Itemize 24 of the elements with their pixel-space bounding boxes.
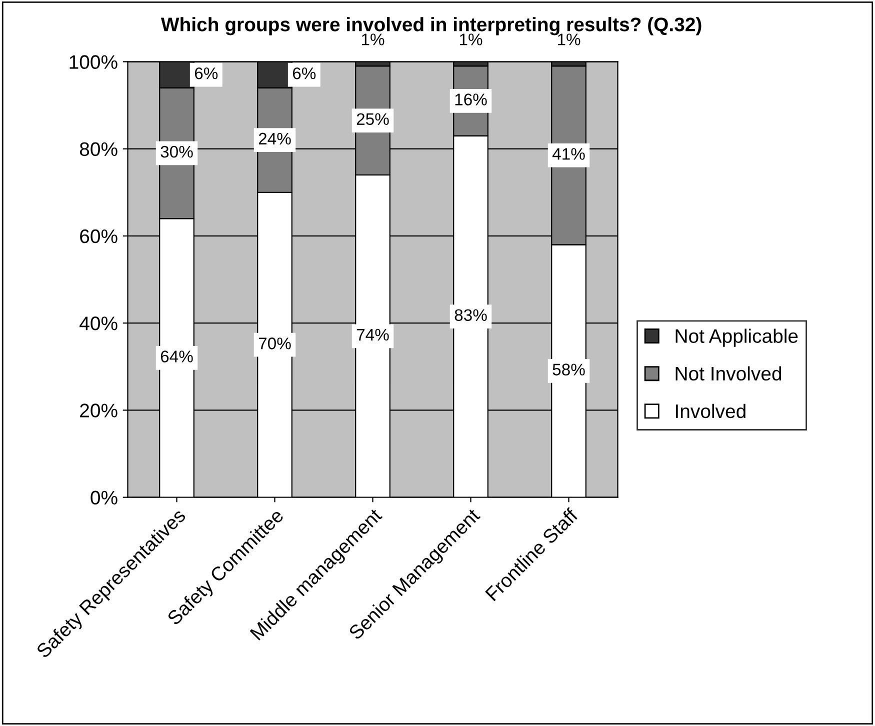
data-label: 6%	[194, 67, 218, 80]
legend-label: Not Involved	[676, 366, 782, 381]
data-label: 6%	[292, 67, 316, 80]
data-label: 1%	[558, 34, 580, 46]
y-tick-label: 100%	[70, 55, 118, 69]
data-label: 30%	[160, 146, 193, 158]
y-tick-label: 20%	[80, 404, 118, 418]
data-label: 1%	[362, 34, 384, 46]
y-tick-label: 80%	[80, 142, 118, 156]
data-label: 16%	[455, 94, 487, 106]
legend-label: Not Applicable	[676, 328, 798, 347]
data-label: 24%	[258, 132, 291, 145]
y-tick-label: 0%	[90, 490, 118, 505]
data-label: 25%	[356, 113, 389, 125]
y-tick-label: 40%	[80, 316, 118, 330]
data-label: 1%	[460, 34, 482, 46]
data-label: 41%	[552, 148, 585, 160]
data-label: 74%	[356, 328, 389, 341]
data-label: 83%	[454, 309, 487, 322]
data-label: 58%	[552, 364, 585, 376]
data-label: 70%	[258, 338, 291, 350]
data-label: 64%	[160, 350, 193, 362]
legend-label: Involved	[676, 404, 746, 418]
y-tick-label: 60%	[80, 229, 118, 244]
